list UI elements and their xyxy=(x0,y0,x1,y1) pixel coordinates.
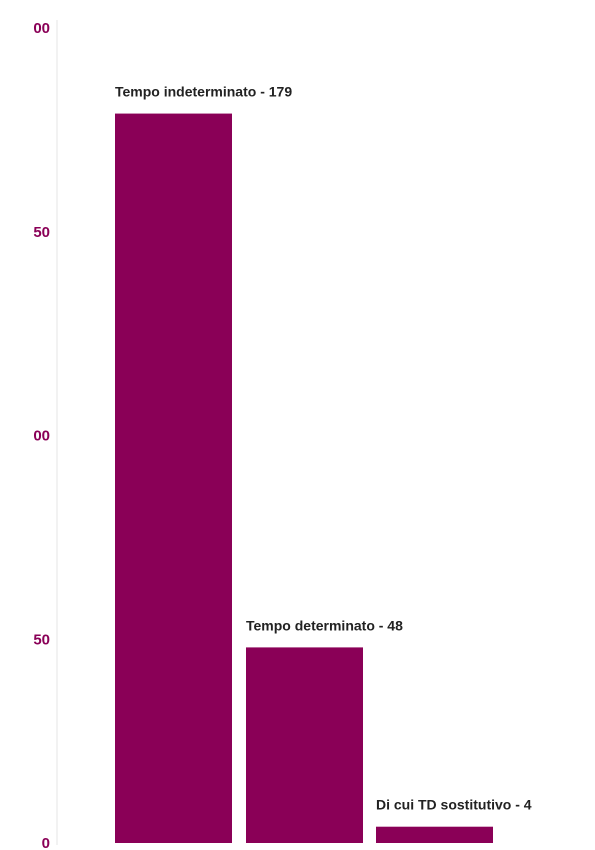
data-label-0: Tempo indeterminato - 179 xyxy=(115,84,292,100)
bar-1 xyxy=(246,647,363,843)
bar-2 xyxy=(376,826,493,843)
y-axis-ticks: 0 50 00 50 00 xyxy=(33,20,50,850)
data-label-1: Tempo determinato - 48 xyxy=(246,617,403,633)
bars xyxy=(115,113,493,843)
data-labels: Tempo indeterminato - 179 Tempo determina… xyxy=(115,84,532,813)
y-tick-label: 50 xyxy=(33,224,50,241)
y-tick-label: 50 xyxy=(33,631,50,648)
bar-0 xyxy=(115,113,232,843)
y-tick-label: 00 xyxy=(33,20,50,37)
data-label-2: Di cui TD sostitutivo - 4 xyxy=(376,797,532,813)
y-tick-label: 0 xyxy=(42,835,50,850)
y-tick-label: 00 xyxy=(33,428,50,445)
